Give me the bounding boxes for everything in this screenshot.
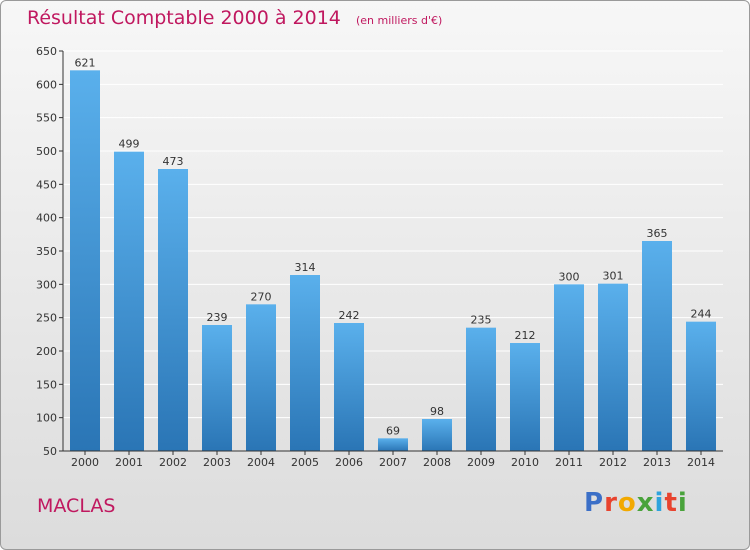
data-label: 98	[430, 405, 444, 418]
x-tick-label: 2004	[247, 456, 275, 469]
y-tick-label: 350	[36, 245, 57, 258]
y-tick-label: 300	[36, 278, 57, 291]
bar	[598, 283, 628, 451]
data-label: 242	[339, 309, 360, 322]
y-tick-label: 650	[36, 45, 57, 58]
chart-title: Résultat Comptable 2000 à 2014	[27, 7, 341, 29]
data-label: 301	[603, 270, 624, 283]
data-label: 621	[75, 56, 96, 69]
y-tick-label: 400	[36, 212, 57, 225]
chart-subtitle: (en milliers d'€)	[355, 14, 443, 27]
bar	[686, 321, 716, 451]
bar	[246, 304, 276, 451]
bar	[642, 241, 672, 451]
bar-chart: 621 499 473 239 270 314 242 69 98 235 212 300 301 365…	[36, 45, 723, 469]
bar	[378, 438, 408, 451]
x-tick-label: 2011	[555, 456, 583, 469]
bar	[554, 284, 584, 451]
y-tick-label: 600	[36, 78, 57, 91]
chart-title-block: Résultat Comptable 2000 à 2014 (en milli…	[27, 7, 442, 29]
data-label: 69	[386, 424, 400, 437]
data-label: 244	[691, 308, 712, 321]
bar	[466, 327, 496, 451]
y-tick-label: 150	[36, 378, 57, 391]
x-tick-label: 2010	[511, 456, 539, 469]
bar	[114, 151, 144, 451]
axes: 50 100 150 200 250 300 350 400 450 500 550 600 650 20…	[36, 45, 723, 469]
y-tick-label: 450	[36, 178, 57, 191]
x-tick-label: 2000	[71, 456, 99, 469]
x-tick-label: 2003	[203, 456, 231, 469]
bar	[70, 70, 100, 451]
data-label: 300	[559, 270, 580, 283]
x-tick-label: 2013	[643, 456, 671, 469]
data-label: 365	[647, 227, 668, 240]
logo-letter: x	[636, 488, 655, 518]
proxiti-logo: Proxiti	[584, 488, 688, 518]
x-tick-label: 2006	[335, 456, 363, 469]
bar	[334, 323, 364, 451]
x-tick-label: 2001	[115, 456, 143, 469]
data-label: 314	[295, 261, 316, 274]
bar	[290, 275, 320, 451]
bar	[202, 325, 232, 451]
commune-name: MACLAS	[37, 495, 116, 517]
x-tick-label: 2002	[159, 456, 187, 469]
logo-letter: o	[617, 488, 637, 518]
data-label: 212	[515, 329, 536, 342]
x-tick-label: 2007	[379, 456, 407, 469]
y-tick-label: 500	[36, 145, 57, 158]
logo-letter: t	[664, 488, 678, 518]
bar	[422, 419, 452, 451]
x-tick-label: 2005	[291, 456, 319, 469]
logo-letter: i	[677, 488, 688, 518]
bar	[510, 343, 540, 451]
logo-letter: r	[604, 488, 618, 518]
data-label: 239	[207, 311, 228, 324]
logo-letter: P	[584, 488, 605, 518]
x-tick-label: 2012	[599, 456, 627, 469]
x-tick-label: 2008	[423, 456, 451, 469]
logo-letter: i	[654, 488, 665, 518]
y-tick-label: 250	[36, 312, 57, 325]
y-tick-label: 550	[36, 112, 57, 125]
data-label: 235	[471, 314, 492, 327]
y-tick-label: 50	[43, 445, 57, 458]
data-label: 270	[251, 290, 272, 303]
data-label: 473	[163, 155, 184, 168]
y-tick-label: 200	[36, 345, 57, 358]
y-tick-label: 100	[36, 412, 57, 425]
x-tick-label: 2009	[467, 456, 495, 469]
bars: 621 499 473 239 270 314 242 69 98 235 212 300 301 365…	[70, 56, 716, 451]
x-tick-label: 2014	[687, 456, 715, 469]
data-label: 499	[119, 138, 140, 151]
bar	[158, 169, 188, 451]
